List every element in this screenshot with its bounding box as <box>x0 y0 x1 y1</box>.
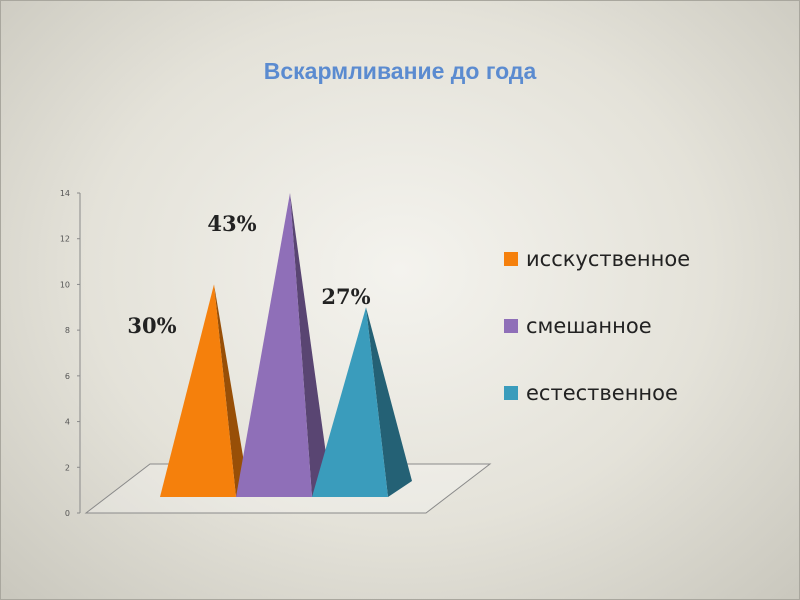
pyramid-front-mixed <box>236 193 312 497</box>
legend-swatch-mixed <box>504 318 518 333</box>
y-tick-label-1: 2 <box>65 463 70 472</box>
y-tick-label-0: 0 <box>65 509 70 518</box>
legend-swatch-natural <box>504 385 518 400</box>
pyramid-side-artificial <box>214 284 248 497</box>
legend-swatch-artificial <box>504 251 518 266</box>
data-label-artificial: 30% <box>127 313 176 338</box>
legend-item-artificial: исскуственное <box>504 205 690 312</box>
legend-label-artificial: исскуственное <box>526 246 691 271</box>
legend-label-mixed: смешанное <box>526 313 652 338</box>
chart-legend: исскуственное смешанное естественное <box>504 205 690 446</box>
data-label-mixed: 43% <box>207 211 256 236</box>
y-tick-label-2: 4 <box>65 418 70 427</box>
legend-label-natural: естественное <box>526 380 678 405</box>
pyramid-side-natural <box>366 307 412 497</box>
y-tick-label-7: 14 <box>60 189 70 198</box>
legend-item-natural: естественное <box>504 339 690 446</box>
y-tick-label-5: 10 <box>60 280 70 289</box>
legend-item-mixed: смешанное <box>504 272 690 379</box>
chart-title: Вскармливание до года <box>263 58 537 84</box>
pyramid-front-natural <box>312 307 388 497</box>
y-tick-label-6: 12 <box>60 235 70 244</box>
y-tick-label-3: 6 <box>65 372 70 381</box>
y-tick-label-4: 8 <box>65 326 70 335</box>
data-label-natural: 27% <box>321 284 370 309</box>
pyramid-front-artificial <box>160 284 236 497</box>
pyramid-side-mixed <box>290 193 330 497</box>
